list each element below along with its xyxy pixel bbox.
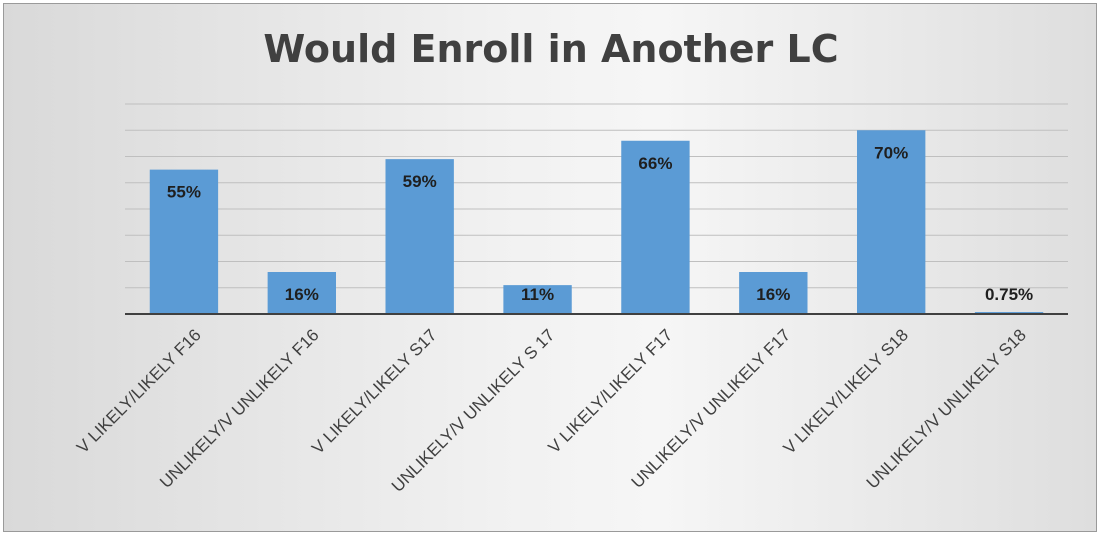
data-label: 0.75% xyxy=(985,285,1033,304)
data-label: 11% xyxy=(521,285,554,304)
data-label: 16% xyxy=(285,285,319,304)
category-label: V LIKELY/LIKELY F17 xyxy=(545,325,677,457)
category-label: V LIKELY/LIKELY S18 xyxy=(780,325,912,457)
bar xyxy=(385,159,454,314)
chart-title: Would Enroll in Another LC xyxy=(263,27,838,71)
data-label: 66% xyxy=(638,154,672,173)
bar xyxy=(149,169,219,314)
bar xyxy=(621,140,690,314)
bar xyxy=(739,272,808,314)
data-labels: 55% 16% 59% 11% 66% 16% 70% 0.75% xyxy=(167,143,1033,304)
gridlines xyxy=(125,103,1068,289)
data-label: 70% xyxy=(874,143,908,162)
data-label: 59% xyxy=(403,172,437,191)
category-label: V LIKELY/LIKELY S17 xyxy=(308,325,440,457)
bar xyxy=(857,130,926,314)
bars xyxy=(149,130,1044,314)
data-label: 55% xyxy=(167,183,201,202)
data-label: 16% xyxy=(756,285,790,304)
category-label: V LIKELY/LIKELY F16 xyxy=(73,325,205,457)
bar xyxy=(267,272,336,314)
bar xyxy=(503,285,572,314)
